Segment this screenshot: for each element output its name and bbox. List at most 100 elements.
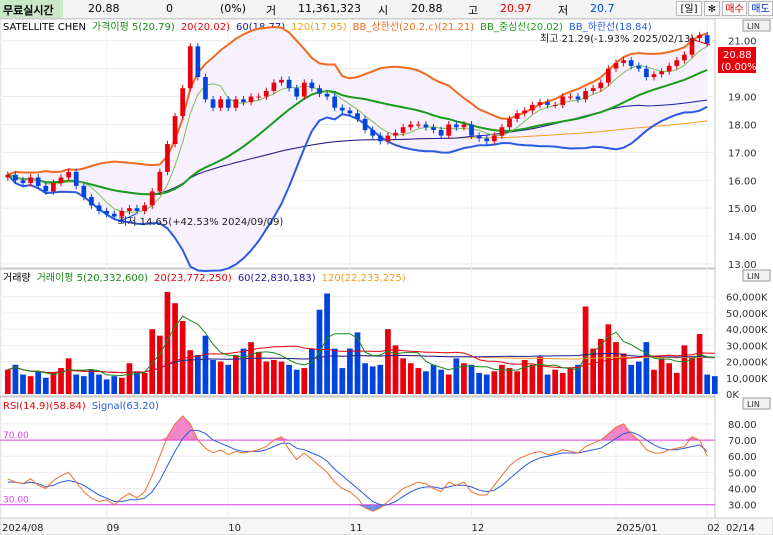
- candle-body: [514, 113, 520, 119]
- rsi-scale-button[interactable]: [742, 397, 771, 410]
- candle-body: [20, 180, 26, 184]
- price-tick-label: 21.00: [728, 37, 757, 48]
- volume-scale-button[interactable]: [742, 269, 771, 282]
- open-value: 20.88: [411, 2, 443, 15]
- candle-body: [286, 79, 292, 89]
- volume-bar: [605, 324, 612, 394]
- candle-body: [469, 124, 474, 136]
- realtime-label: 무료실시간: [3, 4, 54, 17]
- rsi-lines: [7, 415, 708, 512]
- candle-body: [89, 197, 94, 206]
- candle-body: [339, 107, 345, 111]
- volume-bar: [240, 348, 247, 394]
- legend-item: 120(22,233,225): [322, 273, 406, 284]
- volume-bar: [42, 377, 49, 394]
- candle-body: [575, 96, 581, 100]
- candle-body: [96, 205, 102, 211]
- rsi-tick-label: 70.00: [728, 436, 757, 447]
- date-tick-label: 2025/01: [616, 523, 658, 534]
- high-value: 20.97: [500, 2, 532, 15]
- volume-bar: [461, 363, 467, 394]
- high-label: 고: [468, 4, 479, 17]
- volume-bar: [202, 335, 209, 394]
- date-tick-label: 02: [707, 523, 720, 534]
- buy-button[interactable]: 매수: [722, 1, 747, 16]
- candle-body: [332, 96, 338, 108]
- candle-body: [590, 88, 596, 91]
- volume-label: 거: [266, 4, 277, 17]
- candle-body: [476, 135, 482, 139]
- volume-bar: [613, 342, 619, 394]
- volume-bar: [271, 359, 277, 394]
- candle-body: [256, 96, 262, 98]
- volume-bar: [476, 372, 482, 394]
- rsi-tick-label: 80.00: [728, 420, 757, 431]
- candle-body: [651, 74, 657, 78]
- rsi-legend: RSI(14.9)(58.84) Signal(63.20): [3, 401, 159, 412]
- candle-body: [484, 138, 490, 142]
- candle-body: [552, 104, 558, 106]
- volume-bar: [704, 374, 711, 394]
- volume-bar: [195, 355, 201, 394]
- legend-item: BB_하한선(18.84): [569, 20, 652, 33]
- candle-body: [415, 124, 421, 126]
- volume-bar: [103, 379, 110, 394]
- volume-bar: [643, 342, 650, 394]
- volume-bar: [65, 358, 72, 394]
- rsi-overbought-fill: [159, 415, 700, 512]
- volume-bar: [438, 369, 444, 394]
- volume-average-lines: [7, 315, 715, 377]
- volume-bar: [27, 376, 34, 394]
- candle-body: [279, 79, 284, 83]
- volume-bar: [35, 371, 42, 394]
- volume-bar: [12, 364, 19, 394]
- volume-bar: [400, 358, 406, 394]
- volume-bar: [210, 359, 216, 394]
- candle-body: [73, 171, 79, 186]
- volume-bar: [499, 364, 505, 394]
- candle-body: [172, 116, 178, 144]
- price-tick-label: 15.00: [728, 204, 757, 215]
- candle-body: [43, 185, 49, 192]
- volume-bar: [369, 366, 376, 394]
- candle-body: [377, 135, 383, 142]
- rsi-level-label: 30.00: [3, 496, 29, 506]
- volume-bar: [392, 345, 399, 394]
- candle-body: [317, 88, 322, 94]
- volume-panel: 거래량 거래이평 5(20,332,600) 20(23,772,250) 60(22…: [3, 269, 771, 401]
- candle-body: [119, 210, 125, 217]
- price-tick-label: 19.00: [728, 93, 757, 104]
- volume-bar: [309, 348, 315, 394]
- price-scale-button[interactable]: [742, 19, 771, 32]
- rsi-overbought-area: [159, 436, 168, 441]
- legend-item: 거래량: [3, 272, 31, 284]
- volume-bar: [4, 369, 11, 394]
- rsi-panel: RSI(14.9)(58.84) Signal(63.20) 70.00 30.00…: [0, 397, 771, 512]
- candle-body: [195, 46, 201, 78]
- volume-bar: [544, 374, 551, 394]
- last-price-tag: [718, 47, 756, 73]
- low-annotation: 최저 14.65(+42.53% 2024/09/09): [118, 216, 283, 228]
- bb-upper-line: [7, 25, 708, 176]
- candle-body: [446, 124, 452, 136]
- candle-body: [248, 96, 254, 103]
- volume-bar: [559, 372, 566, 394]
- volume-ma20-line: [7, 345, 715, 374]
- rsi-scale-button-label: LIN: [747, 400, 760, 409]
- volume-bar: [689, 356, 695, 394]
- candle-body: [362, 118, 368, 131]
- volume-bar: [88, 369, 95, 394]
- volume-bar: [354, 332, 361, 394]
- candle-body: [35, 177, 41, 186]
- candle-body: [583, 90, 588, 100]
- volume-bar: [628, 364, 635, 394]
- candle-body: [499, 127, 505, 136]
- period-button[interactable]: [일]: [676, 1, 702, 16]
- candle-body: [644, 68, 649, 78]
- price-scale-button-label: LIN: [747, 22, 760, 31]
- candle-body: [704, 35, 710, 44]
- date-tick-label: 11: [350, 523, 363, 534]
- candle-body: [438, 130, 444, 136]
- gear-icon[interactable]: ✻: [704, 1, 720, 16]
